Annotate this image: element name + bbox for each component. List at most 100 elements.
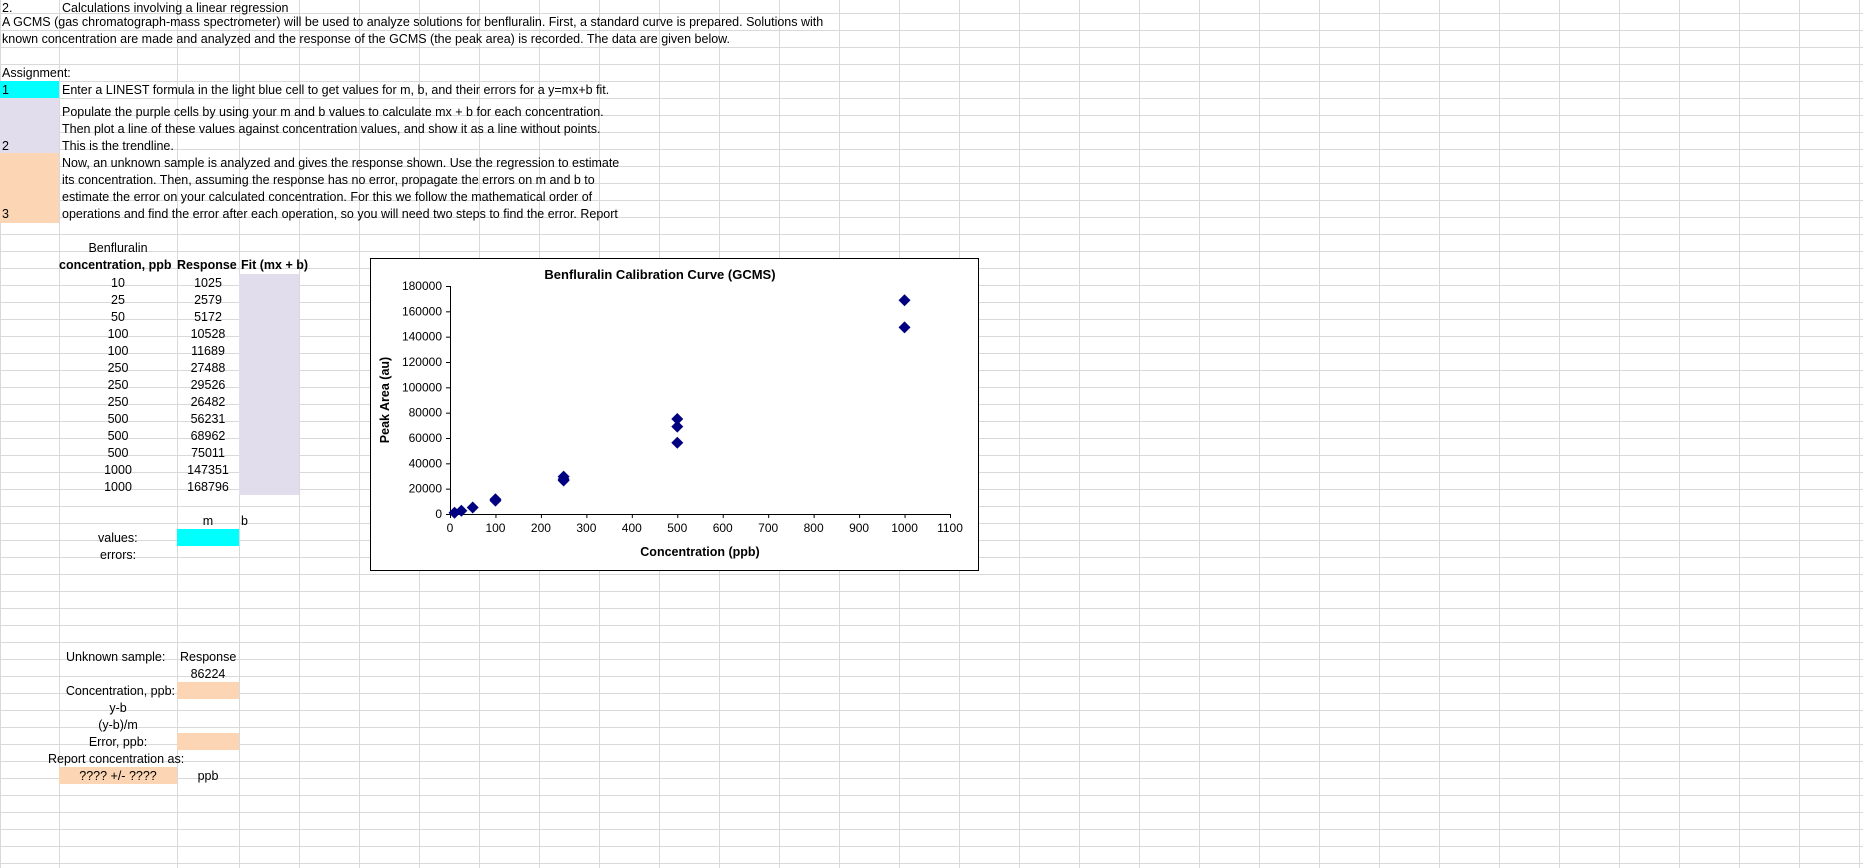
report-unit: ppb (197, 769, 219, 783)
data-point-marker (455, 504, 468, 517)
chart-title: Benfluralin Calibration Curve (GCMS) (544, 267, 775, 282)
table-cell-concentration[interactable]: 100 (107, 327, 129, 341)
data-point-marker (671, 436, 684, 449)
step3-line-3: estimate the error on your calculated co… (62, 190, 593, 204)
m-label: m (202, 514, 214, 528)
table-cell-response[interactable]: 2579 (194, 293, 222, 307)
calibration-chart[interactable]: Benfluralin Calibration Curve (GCMS) 0 200… (370, 258, 979, 571)
step1-number: 1 (2, 83, 9, 97)
error-label: Error, ppb: (88, 735, 148, 749)
data-point-marker (466, 501, 479, 514)
table-cell-concentration[interactable]: 250 (107, 378, 129, 392)
error-cell[interactable] (177, 733, 239, 750)
unknown-sample-label: Unknown sample: (66, 650, 166, 664)
table-cell-response[interactable]: 29526 (190, 378, 226, 392)
report-cell[interactable] (59, 767, 177, 784)
section-title: Calculations involving a linear regressi… (62, 1, 289, 15)
table-header-concentration: concentration, ppb (59, 258, 172, 272)
chart-plot: Benfluralin Calibration Curve (GCMS) 0 200… (378, 267, 963, 559)
x-tick-label: 700 (758, 521, 778, 535)
table-cell-response[interactable]: 168796 (187, 480, 229, 494)
description-line-1: A GCMS (gas chromatograph-mass spectrome… (2, 15, 824, 29)
assignment-label: Assignment: (2, 66, 71, 80)
report-concentration-label: Report concentration as: (48, 752, 185, 766)
table-cell-concentration[interactable]: 1000 (104, 480, 132, 494)
step2-cell-fill (0, 98, 59, 153)
report-value: ???? +/- ???? (79, 769, 157, 783)
b-label: b (241, 514, 248, 528)
step3-line-1: Now, an unknown sample is analyzed and g… (62, 156, 620, 170)
description-line-2: known concentration are made and analyze… (2, 32, 730, 46)
x-tick-label: 1000 (891, 521, 918, 535)
data-point-marker (898, 321, 911, 334)
step3-cell-fill (0, 153, 59, 223)
step3-number: 3 (2, 207, 9, 221)
y-tick-label: 20000 (409, 482, 443, 496)
table-cell-response[interactable]: 147351 (187, 463, 229, 477)
unknown-response-value: 86224 (190, 667, 226, 681)
m-value-cell[interactable] (177, 529, 239, 546)
table-cell-response[interactable]: 1025 (194, 276, 222, 290)
step2-number: 2 (2, 139, 9, 153)
table-cell-concentration[interactable]: 250 (107, 361, 129, 375)
x-tick-label: 900 (849, 521, 869, 535)
values-label: values: (98, 531, 138, 545)
table-cell-response[interactable]: 26482 (190, 395, 226, 409)
table-cell-concentration[interactable]: 250 (107, 395, 129, 409)
table-header-response: Response (177, 258, 237, 272)
y-axis-title: Peak Area (au) (378, 357, 392, 443)
y-tick-label: 40000 (409, 456, 443, 470)
step3-line-2: its concentration. Then, assuming the re… (62, 173, 595, 187)
table-cell-response[interactable]: 68962 (190, 429, 226, 443)
table-cell-response[interactable]: 10528 (190, 327, 226, 341)
y-tick-label: 140000 (402, 330, 442, 344)
errors-label: errors: (100, 548, 137, 562)
data-point-marker (489, 493, 502, 506)
concentration-cell[interactable] (177, 682, 239, 699)
step2-line-1: Populate the purple cells by using your … (62, 105, 604, 119)
table-cell-concentration[interactable]: 500 (107, 446, 129, 460)
step3-line-4: operations and find the error after each… (62, 207, 618, 221)
section-number: 2. (2, 1, 13, 15)
x-tick-label: 500 (667, 521, 687, 535)
table-cell-concentration[interactable]: 500 (107, 429, 129, 443)
x-tick-label: 300 (576, 521, 596, 535)
concentration-label: Concentration, ppb: (65, 684, 175, 698)
step1-text: Enter a LINEST formula in the light blue… (62, 83, 610, 97)
y-minus-b-over-m-label: (y-b)/m (98, 718, 138, 732)
x-tick-label: 800 (804, 521, 824, 535)
table-cell-response[interactable]: 75011 (191, 446, 225, 460)
data-point-marker (898, 294, 911, 307)
unknown-response-header: Response (180, 650, 237, 664)
table-cell-concentration[interactable]: 500 (107, 412, 129, 426)
table-header-benfluralin: Benfluralin (88, 241, 148, 255)
step2-line-2: Then plot a line of these values against… (62, 122, 601, 136)
y-tick-label: 160000 (402, 304, 442, 318)
data-point-marker (671, 420, 684, 433)
table-cell-concentration[interactable]: 1000 (104, 463, 132, 477)
y-tick-label: 100000 (402, 380, 442, 394)
x-tick-label: 200 (531, 521, 551, 535)
x-tick-label: 0 (447, 521, 454, 535)
table-cell-response[interactable]: 27488 (190, 361, 226, 375)
table-cell-response[interactable]: 56231 (190, 412, 226, 426)
table-cell-concentration[interactable]: 10 (111, 276, 125, 290)
data-point-marker (557, 474, 570, 487)
fit-column-cells[interactable] (239, 274, 299, 495)
table-cell-concentration[interactable]: 50 (111, 310, 125, 324)
x-axis-title: Concentration (ppb) (640, 545, 759, 559)
y-tick-label: 80000 (409, 406, 443, 420)
table-header-fit: Fit (mx + b) (241, 258, 309, 272)
x-tick-label: 400 (622, 521, 642, 535)
table-cell-response[interactable]: 5172 (194, 310, 222, 324)
data-point-marker (671, 412, 684, 425)
table-cell-concentration[interactable]: 100 (107, 344, 129, 358)
x-tick-label: 1100 (937, 521, 963, 535)
y-tick-label: 60000 (409, 431, 443, 445)
data-point-marker (448, 506, 461, 519)
table-cell-response[interactable]: 11689 (191, 344, 225, 358)
x-tick-label: 100 (485, 521, 505, 535)
x-tick-label: 600 (713, 521, 733, 535)
table-cell-concentration[interactable]: 25 (111, 293, 125, 307)
y-tick-label: 180000 (402, 279, 442, 293)
